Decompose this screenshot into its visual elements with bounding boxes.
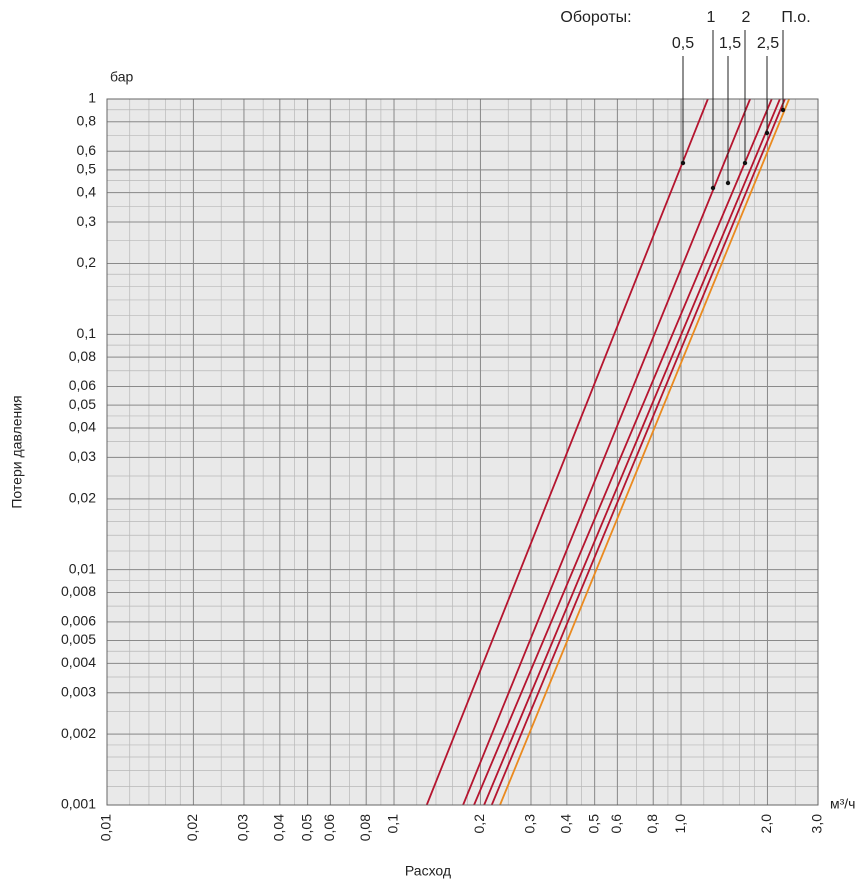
x-tick-label: 0,2 bbox=[471, 814, 487, 834]
x-tick-label: 3,0 bbox=[809, 814, 825, 834]
y-tick-label: 0,001 bbox=[61, 796, 96, 812]
series-line bbox=[425, 98, 709, 806]
x-tick-label: 0,04 bbox=[271, 814, 287, 841]
y-tick-label: 0,03 bbox=[69, 448, 96, 464]
y-tick-label: 0,4 bbox=[77, 183, 97, 199]
x-tick-label: 0,1 bbox=[385, 814, 401, 834]
legend-label: П.о. bbox=[781, 9, 810, 26]
y-tick-label: 0,3 bbox=[77, 213, 97, 229]
x-tick-label: 0,06 bbox=[321, 814, 337, 841]
x-tick-label: 0,03 bbox=[235, 814, 251, 841]
y-tick-label: 0,5 bbox=[77, 161, 97, 177]
y-tick-label: 0,008 bbox=[61, 583, 96, 599]
x-tick-label: 0,01 bbox=[98, 814, 114, 841]
leader-dot bbox=[680, 160, 686, 166]
leader-dot bbox=[710, 185, 716, 191]
y-tick-label: 0,006 bbox=[61, 613, 96, 629]
y-tick-label: 0,005 bbox=[61, 631, 96, 647]
y-tick-label: 0,08 bbox=[69, 348, 96, 364]
x-unit: м³/ч bbox=[830, 796, 855, 812]
x-tick-label: 0,8 bbox=[644, 814, 660, 834]
legend-label: 2 bbox=[742, 9, 751, 26]
y-tick-label: 0,05 bbox=[69, 396, 96, 412]
y-unit: бар bbox=[110, 69, 133, 85]
x-tick-label: 2,0 bbox=[758, 814, 774, 834]
legend-label: 0,5 bbox=[672, 35, 694, 52]
leader-dot bbox=[780, 107, 786, 113]
y-tick-label: 0,003 bbox=[61, 683, 96, 699]
y-tick-label: 0,06 bbox=[69, 377, 96, 393]
y-tick-label: 0,8 bbox=[77, 113, 97, 129]
x-tick-label: 0,6 bbox=[608, 814, 624, 834]
x-axis-label: Расход bbox=[405, 863, 451, 879]
leader-dot bbox=[725, 180, 731, 186]
plot-frame bbox=[106, 98, 819, 806]
y-tick-label: 1 bbox=[88, 90, 96, 106]
series-line bbox=[473, 98, 773, 806]
leader-dot bbox=[742, 160, 748, 166]
plot-area bbox=[107, 99, 818, 805]
x-tick-label: 0,08 bbox=[357, 814, 373, 841]
y-tick-label: 0,01 bbox=[69, 560, 96, 576]
series-lines bbox=[425, 98, 790, 806]
y-tick-label: 0,02 bbox=[69, 490, 96, 506]
x-tick-label: 0,02 bbox=[184, 814, 200, 841]
legend-title: Обороты: bbox=[560, 9, 631, 26]
y-axis-label: Потери давления bbox=[9, 395, 25, 508]
y-tick-label: 0,004 bbox=[61, 654, 96, 670]
y-tick-label: 0,6 bbox=[77, 142, 97, 158]
series-line bbox=[499, 98, 790, 806]
y-tick-label: 0,2 bbox=[77, 254, 97, 270]
y-tick-label: 0,04 bbox=[69, 419, 96, 435]
y-tick-label: 0,1 bbox=[77, 325, 97, 341]
series-line bbox=[483, 98, 781, 806]
x-tick-label: 0,3 bbox=[522, 814, 538, 834]
x-tick-label: 0,5 bbox=[585, 814, 601, 834]
leader-dot bbox=[764, 130, 770, 136]
x-tick-label: 1,0 bbox=[672, 814, 688, 834]
legend-label: 2,5 bbox=[757, 35, 779, 52]
x-tick-label: 0,05 bbox=[298, 814, 314, 841]
series-line bbox=[490, 98, 786, 806]
legend-label: 1,5 bbox=[719, 35, 741, 52]
y-tick-label: 0,002 bbox=[61, 725, 96, 741]
x-tick-label: 0,4 bbox=[558, 814, 574, 834]
series-line bbox=[462, 98, 751, 806]
legend-label: 1 bbox=[707, 9, 716, 26]
